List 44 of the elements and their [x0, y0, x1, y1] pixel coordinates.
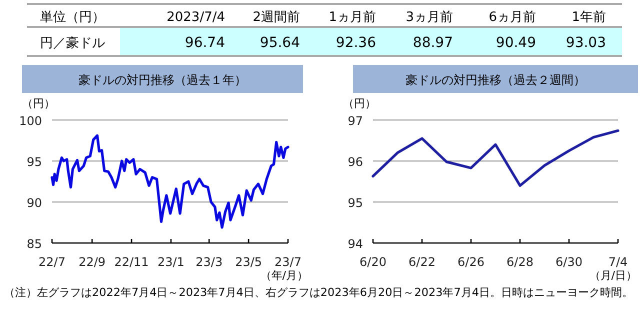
category-label: 2023/7/4 — [166, 10, 225, 25]
y-tick-label: 96 — [348, 155, 363, 169]
data-label: 88.97 — [412, 35, 453, 51]
x-tick-label: 6/26 — [458, 255, 484, 269]
y-tick-label: 85 — [26, 237, 42, 251]
x-tick-label: 23/5 — [235, 255, 262, 269]
data-label: 95.64 — [260, 35, 300, 51]
text: 円／豪ドル — [40, 36, 105, 51]
x-tick-label: 6/20 — [360, 255, 386, 269]
x-axis-title: （年/月） — [260, 269, 308, 282]
y-tick-label: 95 — [26, 155, 42, 169]
text: （注）左グラフは2022年7月4日～2023年7月4日、右グラフは2023年6月20日～2023年7月4日。日時はニューヨーク時間。 — [4, 286, 633, 299]
chart-title: 豪ドルの対円推移（過去１年） — [78, 73, 246, 87]
x-axis-title: （月/日） — [589, 269, 637, 282]
x-tick-label: 22/9 — [78, 255, 106, 269]
x-tick-label: 22/7 — [38, 255, 66, 269]
chart-title: 豪ドルの対円推移（過去２週間） — [406, 73, 586, 87]
data-label: 96.74 — [184, 35, 226, 51]
data-label: 93.03 — [566, 35, 606, 51]
category-label: 2週間前 — [252, 10, 300, 25]
x-tick-label: 7/4 — [608, 255, 628, 269]
y-axis-title: （円） — [22, 97, 55, 110]
x-tick-label: 6/28 — [506, 255, 534, 269]
x-tick-label: 23/3 — [196, 255, 223, 269]
y-tick-label: 97 — [348, 114, 363, 128]
x-tick-label: 22/11 — [114, 255, 149, 269]
x-tick-label: 6/30 — [556, 255, 582, 269]
data-label: 92.36 — [336, 35, 376, 51]
y-tick-label: 90 — [26, 196, 42, 210]
line-series — [372, 129, 620, 187]
category-label: 1ヵ月前 — [328, 10, 376, 25]
text: 単位（円） — [40, 10, 105, 25]
x-tick-label: 6/22 — [408, 255, 436, 269]
data-label: 90.49 — [496, 35, 536, 51]
category-label: 6ヵ月前 — [488, 10, 536, 25]
y-tick-label: 94 — [348, 237, 363, 251]
y-axis-title: （円） — [343, 97, 376, 110]
x-tick-label: 23/7 — [274, 255, 302, 269]
category-label: 3ヵ月前 — [406, 10, 453, 25]
y-tick-label: 95 — [348, 196, 363, 210]
y-tick-label: 100 — [19, 114, 42, 128]
line-series — [50, 134, 290, 229]
category-label: 1年前 — [572, 10, 606, 25]
x-tick-label: 23/1 — [157, 255, 184, 269]
